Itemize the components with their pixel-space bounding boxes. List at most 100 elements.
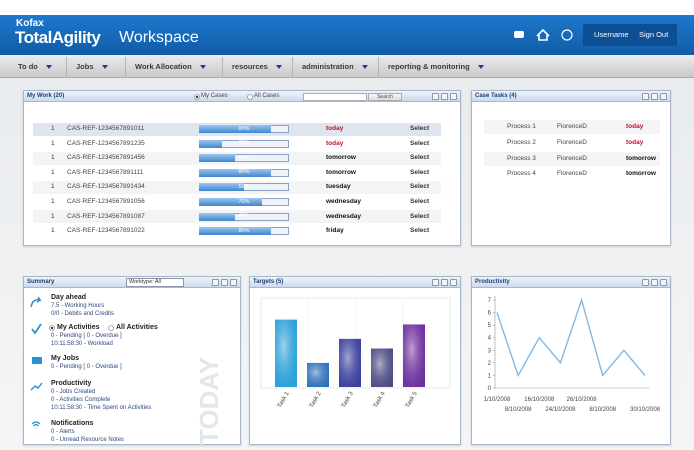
section-heading: My Jobs: [51, 355, 80, 362]
nav-item[interactable]: reporting & monitoring: [388, 62, 484, 71]
nav-item[interactable]: resources: [232, 62, 282, 71]
select-link[interactable]: Select: [410, 198, 430, 205]
section-heading: Productivity: [51, 380, 92, 387]
dropdown-arrow: [45, 65, 52, 70]
progress-fill: [199, 125, 271, 133]
progress-fill: [199, 168, 271, 177]
case-ref[interactable]: CAS-REF-1234567891056: [67, 198, 145, 205]
case-ref[interactable]: CAS-REF-1234567891456: [67, 154, 145, 162]
due: tomorrow: [326, 154, 356, 162]
select-link[interactable]: Select: [410, 227, 430, 235]
summary-line: 0 - Pending [ 0 - Overdue ]: [51, 364, 122, 370]
panel-button[interactable]: [651, 93, 658, 100]
dropdown-arrow: [101, 65, 108, 70]
summary-line: 0 - Alerts: [51, 429, 75, 435]
panel-button[interactable]: [441, 279, 448, 286]
username[interactable]: Username: [594, 30, 629, 39]
user: FlorenceD: [557, 123, 587, 130]
summary-line: 10:11:58:30 - Time Spent on Activities: [51, 405, 152, 412]
panel-button[interactable]: [212, 279, 219, 286]
process[interactable]: Process 1: [507, 123, 536, 130]
panel-button[interactable]: [450, 279, 457, 286]
row-background: [484, 120, 660, 134]
dropdown-arrow: [361, 65, 368, 70]
select-link[interactable]: Select: [410, 125, 430, 132]
progress-fill: [199, 183, 244, 192]
due: today: [326, 139, 344, 147]
panel-title: Productivity: [475, 279, 510, 285]
panel-button[interactable]: [660, 279, 667, 286]
case-ref[interactable]: CAS-REF-1234567891434: [67, 183, 145, 191]
select-link[interactable]: Select: [410, 212, 430, 220]
priority: 1: [51, 168, 55, 176]
summary-line: 7.5 - Working Hours: [51, 303, 105, 309]
progress-fill: [199, 139, 222, 148]
panel-title: Summary: [27, 279, 55, 285]
summary-line: 0/0 - Debits and Credits: [51, 311, 115, 318]
targets-panel: [249, 276, 461, 445]
nav-separator: [125, 57, 126, 77]
panel-button[interactable]: [221, 279, 228, 286]
select-link[interactable]: Select: [410, 139, 430, 147]
option-label: All Activities: [116, 324, 158, 331]
search-input[interactable]: [303, 93, 367, 101]
select-link[interactable]: Select: [410, 154, 430, 162]
progress-label: 70%: [238, 198, 250, 205]
section-heading: Day ahead: [51, 294, 87, 301]
panel-button[interactable]: [642, 279, 649, 286]
priority: 1: [51, 212, 55, 220]
panel-button[interactable]: [432, 279, 439, 286]
due: wednesday: [326, 198, 362, 205]
user: FlorenceD: [557, 138, 587, 146]
user-box: [583, 24, 677, 46]
progress-fill: [199, 154, 235, 163]
case-ref[interactable]: CAS-REF-1234567891235: [67, 139, 145, 147]
productivity-panel: [471, 276, 671, 445]
section-heading: Notifications: [51, 420, 94, 427]
due: tomorrow: [626, 154, 656, 162]
panel-button[interactable]: [660, 93, 667, 100]
case-ref[interactable]: CAS-REF-1234567891111: [67, 168, 144, 176]
nav-item[interactable]: administration: [302, 62, 368, 71]
panel-button[interactable]: [642, 93, 649, 100]
process[interactable]: Process 4: [507, 170, 536, 178]
panel-button[interactable]: [230, 279, 237, 286]
dropdown-arrow: [477, 65, 484, 70]
user: FlorenceD: [557, 170, 587, 178]
panel-button[interactable]: [450, 93, 457, 100]
priority: 1: [51, 227, 55, 235]
summary-panel: [23, 276, 241, 445]
panel-button[interactable]: [441, 93, 448, 100]
due: friday: [326, 227, 344, 235]
process[interactable]: Process 2: [507, 138, 536, 146]
panel-header: [24, 91, 460, 102]
nav-bar: [0, 55, 694, 78]
priority: 1: [51, 125, 55, 132]
panel-header: [472, 91, 670, 102]
progress-fill: [199, 227, 271, 236]
nav-item[interactable]: Work Allocation: [135, 62, 206, 71]
nav-item[interactable]: Jobs: [76, 62, 108, 71]
case-ref[interactable]: CAS-REF-1234567891022: [67, 227, 145, 235]
nav-separator: [292, 57, 293, 77]
process[interactable]: Process 3: [507, 154, 536, 162]
product-name: TotalAgility: [15, 28, 101, 47]
case-ref[interactable]: CAS-REF-1234567891087: [67, 212, 145, 220]
filter-label: All Cases: [254, 93, 280, 99]
case-ref[interactable]: CAS-REF-1234567891011: [67, 125, 145, 132]
panel-button[interactable]: [432, 93, 439, 100]
nav-item[interactable]: To do: [18, 62, 52, 71]
select-link[interactable]: Select: [410, 183, 430, 191]
progress-fill: [199, 198, 262, 206]
sign-out[interactable]: Sign Out: [639, 30, 669, 39]
summary-line: 0 - Activities Complete: [51, 397, 111, 404]
due: tomorrow: [326, 168, 356, 176]
due: today: [626, 138, 644, 146]
row-background: [484, 167, 660, 182]
worktype-select[interactable]: Worktype: All: [126, 278, 184, 287]
panel-title: My Work (20): [27, 93, 65, 99]
select-link[interactable]: Select: [410, 168, 430, 176]
panel-button[interactable]: [651, 279, 658, 286]
panel-header: [472, 277, 670, 288]
search-button[interactable]: Search: [368, 93, 402, 101]
